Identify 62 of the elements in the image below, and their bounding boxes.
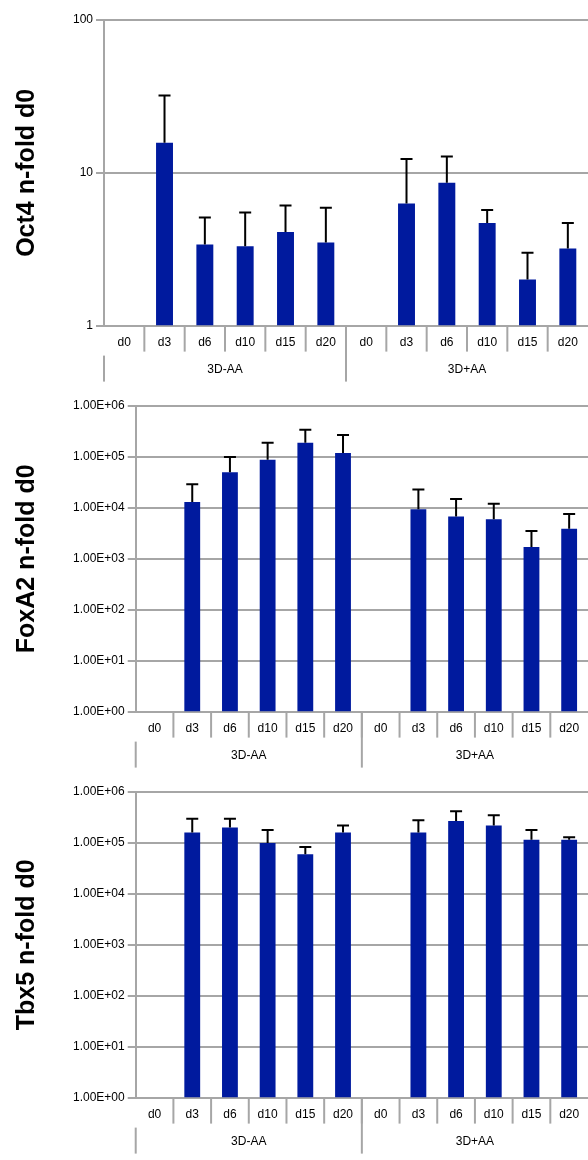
x-tick-label: d20 (333, 1107, 354, 1122)
x-tick-label: d15 (521, 1107, 542, 1122)
x-tick-label: d15 (521, 721, 542, 736)
text: 3D+AA (455, 747, 495, 762)
x-tick-label: d10 (483, 1107, 505, 1122)
x-tick-label: d6 (449, 721, 464, 736)
x-tick-label: d20 (557, 335, 579, 350)
x-tick-label: d20 (559, 721, 580, 736)
x-tick-label: d0 (147, 721, 162, 736)
y-tick-label: 1.00E+01 (73, 652, 126, 667)
y-tick-label: 1.00E+03 (73, 551, 126, 566)
y-tick-label: 1.00E+06 (73, 784, 126, 799)
x-tick-label: d3 (185, 721, 200, 736)
y-tick-label: 1 (86, 317, 94, 332)
x-tick-label: d3 (157, 335, 172, 350)
x-tick-label: d6 (449, 1107, 464, 1122)
x-tick-label: d10 (257, 721, 278, 736)
x-tick-label: d15 (275, 335, 296, 350)
x-tick-label: d0 (147, 1107, 162, 1122)
y-tick-label: 1.00E+05 (73, 835, 126, 850)
x-tick-label: d0 (374, 1107, 388, 1122)
x-tick-label: d6 (198, 335, 212, 350)
x-tick-label: d15 (295, 721, 316, 736)
y-tick-label: 1.00E+05 (73, 449, 126, 464)
y-tick-label: 1.00E+00 (73, 703, 126, 718)
text: 3D+AA (455, 1133, 495, 1148)
x-tick-label: d10 (235, 335, 256, 350)
x-tick-label: d6 (223, 1107, 237, 1122)
x-tick-label: d3 (185, 1107, 200, 1122)
y-tick-label: 1.00E+03 (73, 937, 126, 952)
y-axis-title: Tbx5 n-fold d0 (10, 859, 39, 1031)
x-tick-label: d20 (333, 721, 354, 736)
x-tick-label: d20 (559, 1107, 580, 1122)
y-tick-label: 1.00E+01 (73, 1038, 126, 1053)
y-tick-label: 1.00E+02 (73, 988, 126, 1003)
x-tick-label: d3 (399, 335, 414, 350)
y-axis-title: Oct4 n-fold d0 (10, 88, 39, 257)
x-tick-label: d10 (257, 1107, 278, 1122)
y-axis-title: FoxA2 n-fold d0 (10, 464, 39, 654)
x-tick-label: d0 (374, 721, 388, 736)
x-tick-label: d0 (117, 335, 132, 350)
text: 3D+AA (447, 361, 487, 376)
x-tick-label: d6 (223, 721, 237, 736)
x-tick-label: d20 (315, 335, 337, 350)
x-tick-label: d10 (483, 721, 505, 736)
y-tick-label: 1.00E+04 (73, 886, 126, 901)
x-tick-label: d10 (477, 335, 498, 350)
text: 3D-AA (207, 361, 243, 376)
y-tick-label: 1.00E+06 (73, 398, 126, 413)
y-tick-label: 1.00E+00 (73, 1089, 126, 1104)
y-tick-label: 10 (79, 165, 94, 180)
x-tick-label: d15 (517, 335, 538, 350)
text: 3D-AA (231, 1133, 267, 1148)
x-tick-label: d3 (411, 721, 426, 736)
x-tick-label: d0 (359, 335, 374, 350)
y-tick-label: 1.00E+04 (73, 500, 126, 515)
text: 3D-AA (231, 747, 267, 762)
y-tick-label: 100 (72, 12, 94, 27)
x-tick-label: d6 (440, 335, 454, 350)
y-tick-label: 1.00E+02 (73, 602, 126, 617)
x-tick-label: d15 (295, 1107, 316, 1122)
x-tick-label: d3 (411, 1107, 426, 1122)
